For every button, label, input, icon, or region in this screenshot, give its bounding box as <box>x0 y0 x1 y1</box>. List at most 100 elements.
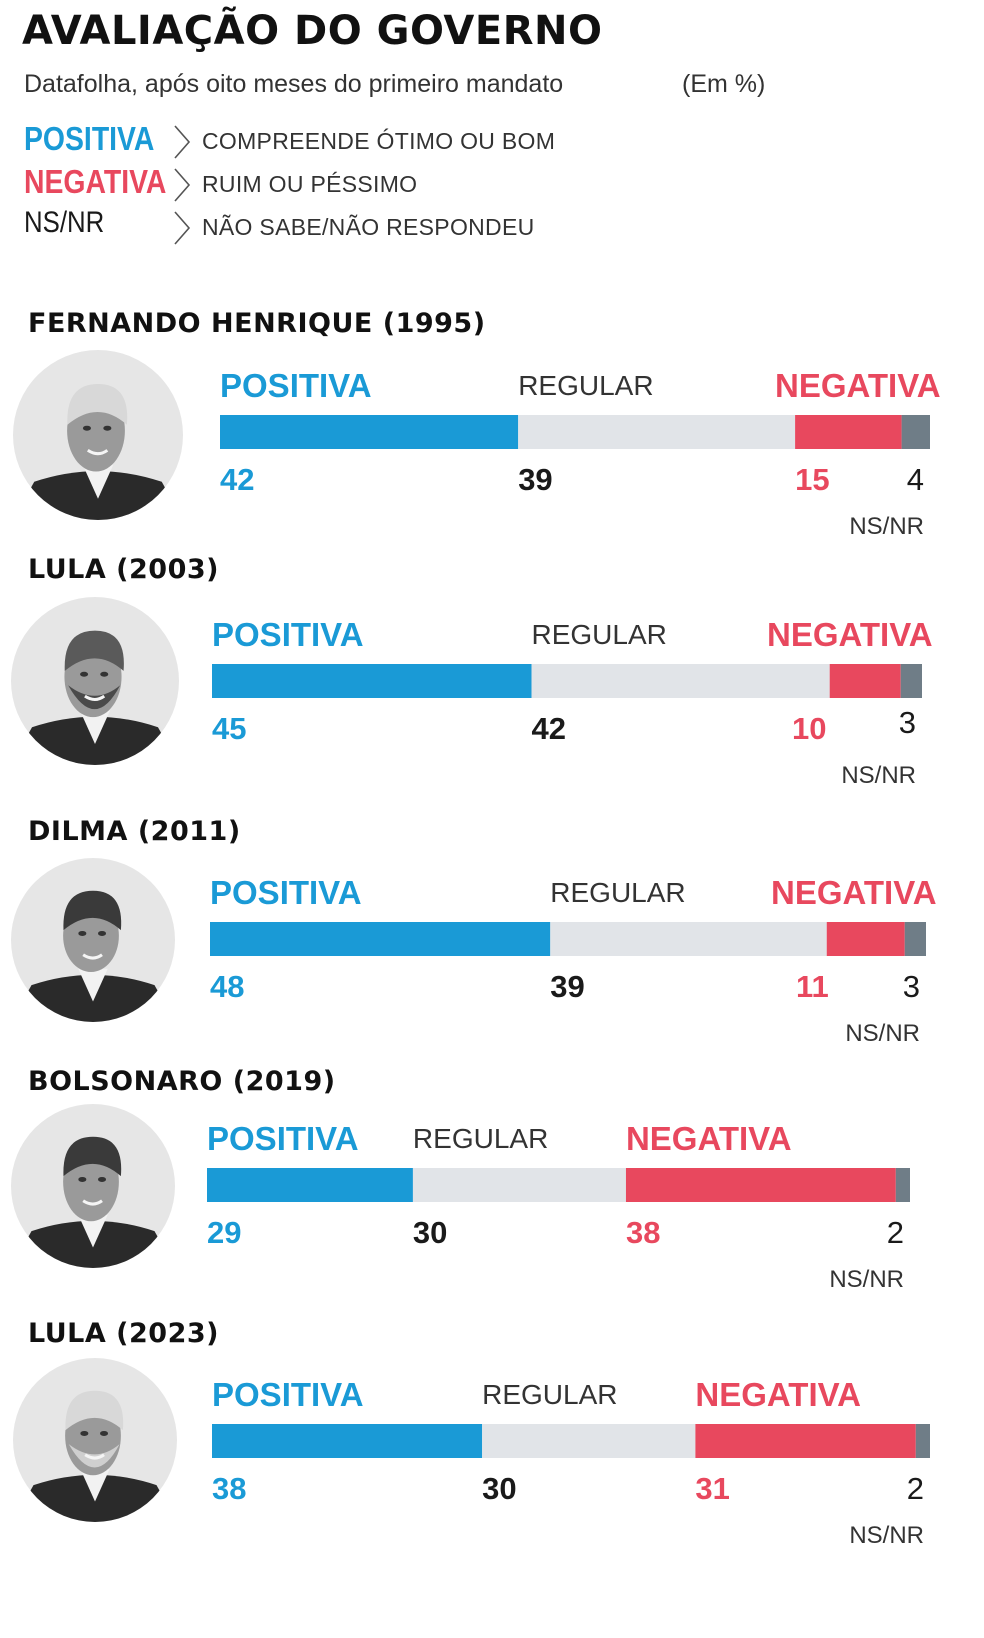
section-title: DILMA (2011) <box>28 816 241 847</box>
stacked-bar-chart: POSITIVA REGULAR NEGATIVA 48 39 11 3 NS/NR <box>11 858 937 1047</box>
president-chart: LULA (2003) POSITIVA REGULAR NEGATIVA 45 42 10… <box>0 548 984 798</box>
portrait-figure <box>13 1390 177 1522</box>
portrait-photo <box>11 1104 175 1268</box>
portrait-eye-right <box>100 671 109 677</box>
bar-segment-positive <box>210 922 551 956</box>
portrait-collar <box>78 968 108 1002</box>
bar-segment-positive <box>220 415 519 449</box>
portrait-eye-left <box>78 930 87 936</box>
bar-segment-negative <box>826 922 905 956</box>
nsnr-label: NS/NR <box>845 1020 920 1047</box>
bar-segment-nsnr <box>900 664 922 698</box>
portrait-mouth <box>86 449 109 456</box>
portrait-photo <box>13 1358 177 1522</box>
stacked-bar-chart: POSITIVA REGULAR NEGATIVA 38 30 31 2 NS/NR <box>13 1358 930 1549</box>
bar-segment-negative <box>695 1424 916 1458</box>
category-label-regular: REGULAR <box>550 877 685 908</box>
bar-segment-negative <box>795 415 902 449</box>
value-label-negative: 10 <box>792 711 826 746</box>
chevron-right-icon <box>174 211 191 245</box>
category-label-positive: POSITIVA <box>207 1120 359 1157</box>
portrait-photo <box>11 858 175 1022</box>
nsnr-label: NS/NR <box>841 762 916 789</box>
president-chart: LULA (2023) POSITIVA REGULAR NEGATIVA 38 30 31… <box>0 1312 984 1562</box>
category-label-positive: POSITIVA <box>220 367 372 404</box>
chart-title: AVALIAÇÃO DO GOVERNO <box>22 8 603 54</box>
value-label-positive: 38 <box>212 1471 246 1506</box>
portrait-collar <box>80 1468 110 1502</box>
bar-segment-negative <box>625 1168 896 1202</box>
chevron-right-icon <box>174 125 191 159</box>
value-label-nsnr: 2 <box>907 1471 924 1506</box>
category-label-positive: POSITIVA <box>212 1376 364 1413</box>
category-label-regular: REGULAR <box>518 370 653 401</box>
category-label-regular: REGULAR <box>482 1379 617 1410</box>
value-label-nsnr: 3 <box>903 969 920 1004</box>
portrait-hair <box>63 890 122 931</box>
president-chart: DILMA (2011) POSITIVA REGULAR NEGATIVA 48 39 1… <box>0 810 984 1060</box>
portrait-figure <box>11 630 179 765</box>
nsnr-label: NS/NR <box>829 1266 904 1293</box>
portrait-eye-left <box>78 1176 87 1182</box>
value-label-positive: 42 <box>220 462 254 497</box>
value-label-positive: 45 <box>212 711 246 746</box>
portrait-mouth <box>84 1453 105 1460</box>
portrait-figure <box>11 890 175 1022</box>
bar-segment-negative <box>829 664 901 698</box>
value-label-regular: 39 <box>550 969 584 1004</box>
portrait-hair <box>64 630 124 671</box>
category-label-negative: NEGATIVA <box>695 1376 861 1413</box>
portrait-eye-right <box>98 1176 107 1182</box>
portrait-photo <box>11 597 179 765</box>
bar-segment-regular <box>550 922 827 956</box>
value-label-negative: 31 <box>695 1471 729 1506</box>
portrait-eye-left <box>82 425 91 431</box>
portrait-collar <box>82 464 114 499</box>
bar-segment-nsnr <box>901 415 930 449</box>
nsnr-label: NS/NR <box>849 1522 924 1549</box>
portrait-hair <box>67 384 128 425</box>
portrait-eye-left <box>80 1430 89 1436</box>
value-label-negative: 15 <box>795 462 829 497</box>
unit-label: (Em %) <box>682 70 766 98</box>
section-title: LULA (2023) <box>28 1318 219 1349</box>
portrait-mouth <box>82 1199 103 1206</box>
category-label-positive: POSITIVA <box>212 616 364 653</box>
value-label-nsnr: 4 <box>907 462 924 497</box>
portrait-figure <box>13 384 183 520</box>
value-label-positive: 29 <box>207 1215 241 1250</box>
category-label-negative: NEGATIVA <box>775 367 941 404</box>
portrait-hair <box>65 1390 124 1431</box>
category-label-negative: NEGATIVA <box>771 874 937 911</box>
bar-segment-nsnr <box>895 1168 910 1202</box>
legend-desc-nsnr: NÃO SABE/NÃO RESPONDEU <box>202 214 535 240</box>
portrait-eye-right <box>103 425 112 431</box>
legend-desc-negative: RUIM OU PÉSSIMO <box>202 171 418 197</box>
legend-desc-positive: COMPREENDE ÓTIMO OU BOM <box>202 128 556 154</box>
bar-segment-regular <box>531 664 830 698</box>
value-label-regular: 30 <box>413 1215 447 1250</box>
bar-segment-positive <box>212 664 532 698</box>
value-label-negative: 11 <box>796 969 829 1004</box>
stacked-bar-chart: POSITIVA REGULAR NEGATIVA 29 30 38 2 NS/NR <box>11 1104 910 1293</box>
category-label-regular: REGULAR <box>532 619 667 650</box>
value-label-nsnr: 3 <box>899 705 916 740</box>
category-label-negative: NEGATIVA <box>626 1120 792 1157</box>
value-label-nsnr: 2 <box>887 1215 904 1250</box>
nsnr-label: NS/NR <box>849 513 924 540</box>
legend-key-nsnr: NS/NR <box>24 206 105 239</box>
legend-key-negative: NEGATIVA <box>24 163 167 200</box>
portrait-eye-right <box>98 930 107 936</box>
bar-segment-regular <box>482 1424 696 1458</box>
president-chart: FERNANDO HENRIQUE (1995) POSITIVA REGULAR N… <box>0 300 984 550</box>
bar-segment-regular <box>518 415 796 449</box>
stacked-bar-chart: POSITIVA REGULAR NEGATIVA 45 42 10 3 NS/NR <box>11 597 933 789</box>
bar-segment-positive <box>207 1168 413 1202</box>
bar-segment-regular <box>412 1168 626 1202</box>
bar-segment-positive <box>212 1424 483 1458</box>
category-label-positive: POSITIVA <box>210 874 362 911</box>
portrait-collar <box>78 1214 108 1248</box>
portrait-figure <box>11 1136 175 1268</box>
legend-key-positive: POSITIVA <box>24 120 155 157</box>
portrait-mouth <box>82 953 103 960</box>
